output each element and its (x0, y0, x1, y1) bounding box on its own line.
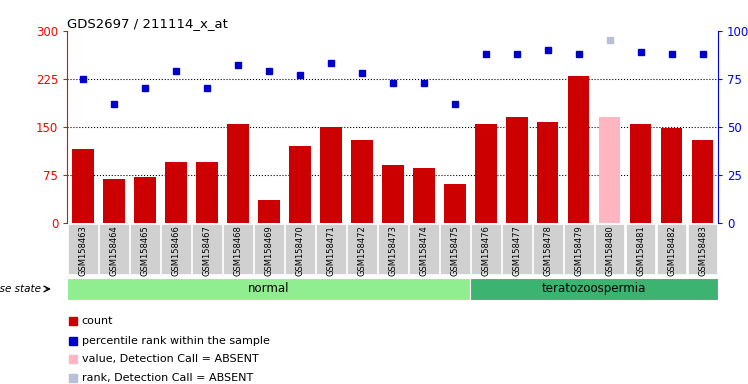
Text: rank, Detection Call = ABSENT: rank, Detection Call = ABSENT (82, 373, 253, 383)
FancyBboxPatch shape (687, 224, 717, 273)
Text: GSM158481: GSM158481 (636, 225, 645, 276)
Bar (413, 168, 435, 223)
Bar (598, 117, 620, 223)
Bar (660, 128, 682, 223)
Bar (444, 184, 465, 223)
FancyBboxPatch shape (130, 224, 159, 273)
FancyBboxPatch shape (68, 224, 98, 273)
Text: GSM158470: GSM158470 (295, 225, 304, 276)
Text: count: count (82, 316, 113, 326)
FancyBboxPatch shape (409, 224, 438, 273)
Text: GSM158475: GSM158475 (450, 225, 459, 276)
Bar (537, 122, 559, 223)
FancyBboxPatch shape (67, 278, 470, 300)
FancyBboxPatch shape (316, 224, 346, 273)
Text: GSM158468: GSM158468 (233, 225, 242, 276)
FancyBboxPatch shape (502, 224, 532, 273)
FancyBboxPatch shape (470, 278, 718, 300)
FancyBboxPatch shape (470, 224, 500, 273)
Text: GSM158482: GSM158482 (667, 225, 676, 276)
Text: disease state: disease state (0, 284, 41, 294)
Text: GSM158480: GSM158480 (605, 225, 614, 276)
Bar (134, 177, 156, 223)
Text: GSM158466: GSM158466 (171, 225, 180, 276)
Bar (630, 124, 652, 223)
Text: GSM158472: GSM158472 (358, 225, 367, 276)
FancyBboxPatch shape (347, 224, 376, 273)
Bar (381, 165, 403, 223)
FancyBboxPatch shape (626, 224, 655, 273)
Text: normal: normal (248, 283, 289, 295)
Text: GSM158471: GSM158471 (326, 225, 335, 276)
Bar (568, 76, 589, 223)
Bar (351, 139, 373, 223)
FancyBboxPatch shape (564, 224, 593, 273)
FancyBboxPatch shape (440, 224, 470, 273)
Text: value, Detection Call = ABSENT: value, Detection Call = ABSENT (82, 354, 258, 364)
FancyBboxPatch shape (378, 224, 408, 273)
Text: GSM158463: GSM158463 (79, 225, 88, 276)
FancyBboxPatch shape (595, 224, 625, 273)
Text: GSM158473: GSM158473 (388, 225, 397, 276)
Text: GSM158469: GSM158469 (264, 225, 273, 276)
Text: GSM158478: GSM158478 (543, 225, 552, 276)
Bar (475, 124, 497, 223)
Bar (72, 149, 94, 223)
Text: GSM158474: GSM158474 (419, 225, 428, 276)
Bar (320, 127, 342, 223)
Text: percentile rank within the sample: percentile rank within the sample (82, 336, 269, 346)
FancyBboxPatch shape (254, 224, 283, 273)
Bar (196, 162, 218, 223)
Text: GSM158483: GSM158483 (698, 225, 707, 276)
Bar (227, 124, 248, 223)
FancyBboxPatch shape (533, 224, 562, 273)
FancyBboxPatch shape (223, 224, 253, 273)
Text: GSM158465: GSM158465 (141, 225, 150, 276)
Bar (258, 200, 280, 223)
Text: GSM158477: GSM158477 (512, 225, 521, 276)
Bar (103, 179, 125, 223)
Text: GSM158467: GSM158467 (202, 225, 211, 276)
FancyBboxPatch shape (161, 224, 191, 273)
Text: GSM158464: GSM158464 (109, 225, 118, 276)
FancyBboxPatch shape (657, 224, 687, 273)
FancyBboxPatch shape (285, 224, 315, 273)
Bar (506, 117, 527, 223)
Text: teratozoospermia: teratozoospermia (542, 283, 646, 295)
Text: GSM158479: GSM158479 (574, 225, 583, 276)
FancyBboxPatch shape (99, 224, 129, 273)
Text: GDS2697 / 211114_x_at: GDS2697 / 211114_x_at (67, 17, 228, 30)
FancyBboxPatch shape (192, 224, 221, 273)
Bar (289, 146, 310, 223)
Bar (165, 162, 186, 223)
Bar (692, 139, 714, 223)
Text: GSM158476: GSM158476 (481, 225, 490, 276)
